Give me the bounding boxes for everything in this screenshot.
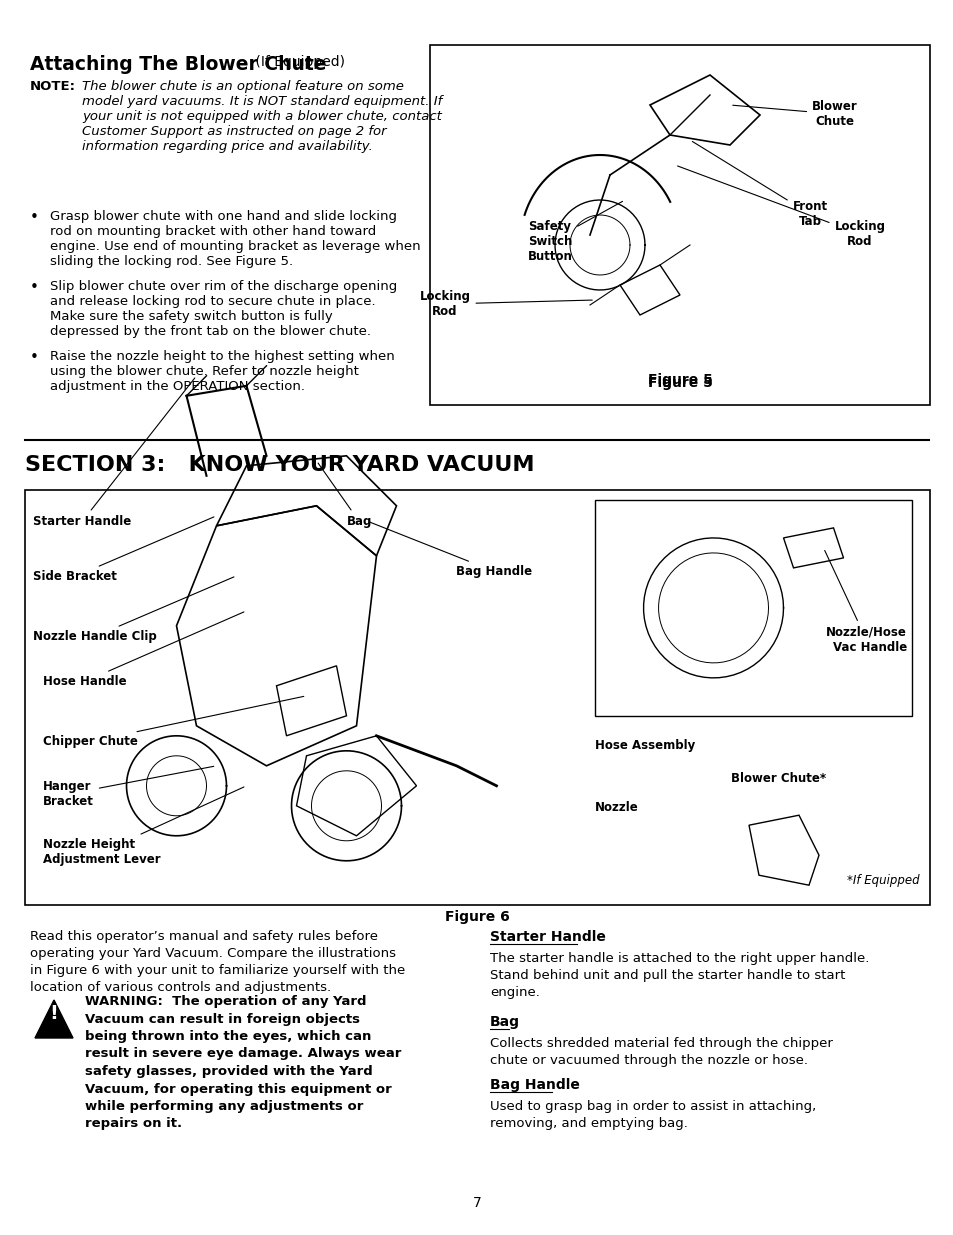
Text: •: • [30, 210, 39, 225]
Text: WARNING:  The operation of any Yard
Vacuum can result in foreign objects
being t: WARNING: The operation of any Yard Vacuu… [85, 995, 401, 1130]
Text: Bag: Bag [317, 463, 372, 529]
Text: Attaching The Blower Chute: Attaching The Blower Chute [30, 56, 326, 74]
Text: •: • [30, 280, 39, 295]
Text: Figure 5: Figure 5 [647, 375, 712, 390]
Text: Side Bracket: Side Bracket [33, 517, 213, 583]
Text: Bag: Bag [490, 1015, 519, 1029]
FancyBboxPatch shape [430, 44, 929, 405]
Text: Front
Tab: Front Tab [692, 142, 826, 228]
Text: (If Equipped): (If Equipped) [251, 56, 345, 69]
Text: Locking
Rod: Locking Rod [677, 165, 884, 248]
Text: Figure 5: Figure 5 [647, 373, 712, 387]
Text: Blower Chute*: Blower Chute* [730, 772, 825, 785]
Text: Locking
Rod: Locking Rod [419, 290, 592, 317]
Text: Safety
Switch
Button: Safety Switch Button [527, 201, 622, 263]
Text: Grasp blower chute with one hand and slide locking
rod on mounting bracket with : Grasp blower chute with one hand and sli… [50, 210, 420, 268]
Text: Nozzle Height
Adjustment Lever: Nozzle Height Adjustment Lever [43, 787, 244, 866]
Text: •: • [30, 350, 39, 366]
Text: Hose Assembly: Hose Assembly [595, 739, 695, 752]
Text: Starter Handle: Starter Handle [490, 930, 605, 944]
Text: Nozzle Handle Clip: Nozzle Handle Clip [33, 577, 233, 643]
Text: Nozzle: Nozzle [595, 802, 639, 814]
Text: Hose Handle: Hose Handle [43, 611, 244, 688]
Text: Used to grasp bag in order to assist in attaching,
removing, and emptying bag.: Used to grasp bag in order to assist in … [490, 1100, 816, 1130]
Text: Chipper Chute: Chipper Chute [43, 697, 303, 748]
Text: The starter handle is attached to the right upper handle.
Stand behind unit and : The starter handle is attached to the ri… [490, 952, 868, 999]
Text: 7: 7 [472, 1195, 481, 1210]
Text: Figure 6: Figure 6 [445, 910, 509, 924]
Text: Bag Handle: Bag Handle [369, 522, 532, 578]
Text: Read this operator’s manual and safety rules before
operating your Yard Vacuum. : Read this operator’s manual and safety r… [30, 930, 405, 994]
Text: Blower
Chute: Blower Chute [732, 100, 857, 128]
Text: SECTION 3:   KNOW YOUR YARD VACUUM: SECTION 3: KNOW YOUR YARD VACUUM [25, 454, 534, 475]
FancyBboxPatch shape [595, 500, 911, 716]
Text: Raise the nozzle height to the highest setting when
using the blower chute. Refe: Raise the nozzle height to the highest s… [50, 350, 395, 393]
Text: Hanger
Bracket: Hanger Bracket [43, 767, 213, 808]
Text: The blower chute is an optional feature on some
model yard vacuums. It is NOT st: The blower chute is an optional feature … [82, 80, 442, 153]
Text: NOTE:: NOTE: [30, 80, 76, 93]
Text: *If Equipped: *If Equipped [846, 874, 919, 887]
Text: Collects shredded material fed through the chipper
chute or vacuumed through the: Collects shredded material fed through t… [490, 1037, 832, 1067]
Text: Nozzle/Hose
Vac Handle: Nozzle/Hose Vac Handle [823, 551, 906, 653]
Text: Starter Handle: Starter Handle [33, 378, 194, 529]
Text: Bag Handle: Bag Handle [490, 1078, 579, 1092]
Text: !: ! [50, 1004, 58, 1023]
Polygon shape [35, 1000, 73, 1037]
Text: Slip blower chute over rim of the discharge opening
and release locking rod to s: Slip blower chute over rim of the discha… [50, 280, 396, 338]
FancyBboxPatch shape [25, 490, 929, 905]
